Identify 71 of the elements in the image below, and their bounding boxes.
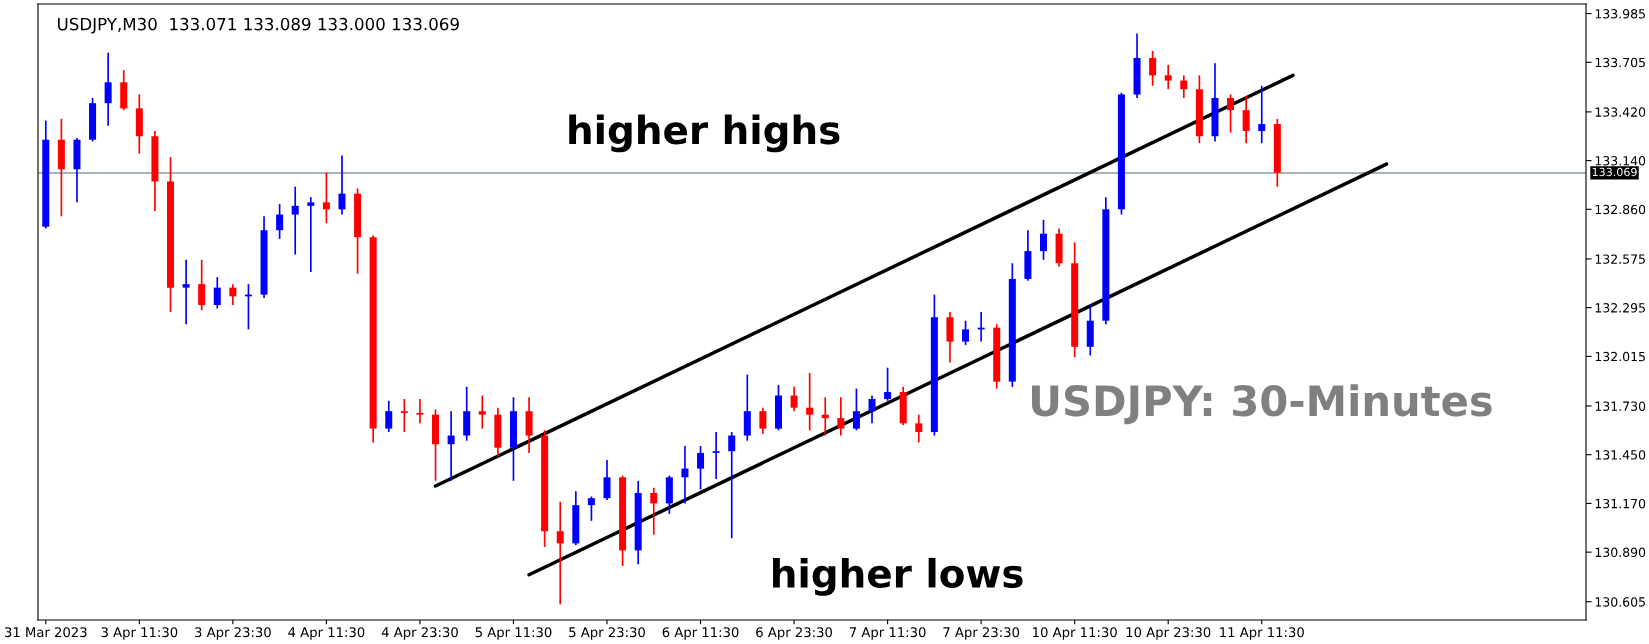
candlestick	[962, 319, 970, 346]
candlestick	[322, 171, 330, 225]
y-tick-label: 132.295	[1595, 303, 1645, 313]
candlestick	[790, 385, 798, 413]
candlestick	[915, 413, 923, 444]
y-tick-label: 130.605	[1595, 597, 1645, 607]
candlestick	[728, 431, 736, 540]
candlestick	[603, 459, 611, 501]
candlestick	[276, 203, 284, 240]
y-tick-label: 131.450	[1595, 450, 1646, 460]
x-tick-label: 31 Mar 2023	[4, 627, 87, 638]
x-tick-label: 4 Apr 11:30	[288, 627, 365, 640]
x-tick-label: 6 Apr 11:30	[662, 627, 739, 640]
candlestick	[681, 445, 689, 505]
candlestick	[697, 445, 705, 491]
candlestick	[385, 399, 393, 433]
candlestick	[868, 394, 876, 425]
candlestick	[416, 398, 424, 425]
candlestick	[104, 51, 112, 127]
x-tick-label: 7 Apr 23:30	[943, 627, 1020, 640]
candlestick	[338, 154, 346, 216]
candlestick	[1039, 218, 1048, 261]
candlestick	[837, 396, 845, 437]
x-tick-label: 5 Apr 11:30	[475, 627, 552, 640]
y-tick-label: 132.015	[1595, 351, 1645, 362]
annotation: USDJPY: 30-Minutes	[1032, 384, 1492, 425]
candlestick	[884, 366, 892, 402]
candlestick	[759, 406, 767, 435]
candlestick	[1149, 50, 1157, 87]
candlestick	[1227, 93, 1235, 134]
x-tick-label: 11 Apr 11:30	[1220, 627, 1304, 640]
y-tick-label: 133.985	[1595, 9, 1645, 19]
x-tick-label: 3 Apr 11:30	[101, 627, 178, 640]
y-tick-label: 132.860	[1595, 204, 1646, 215]
candlestick	[213, 276, 221, 310]
candlestick	[712, 431, 720, 480]
y-tick-label: 131.730	[1595, 401, 1646, 411]
candlestick	[229, 283, 237, 306]
candlestick	[650, 486, 658, 536]
annotation: higher lows	[773, 557, 1023, 596]
x-tick-label: 3 Apr 23:30	[195, 627, 271, 640]
annotation: higher highs	[569, 114, 840, 153]
candlestick	[587, 495, 595, 522]
candlestick	[1258, 84, 1266, 145]
candlestick	[1180, 74, 1188, 99]
x-tick-label: 7 Apr 11:30	[849, 627, 926, 640]
y-tick-label: 133.140	[1595, 156, 1646, 166]
annotation: USDJPY,M30 133.071 133.089 133.000 133.069	[58, 17, 459, 34]
candlestick	[556, 500, 564, 606]
candlestick	[400, 398, 408, 433]
candlestick	[198, 258, 206, 312]
x-tick-label: 4 Apr 23:30	[381, 627, 458, 640]
candlestick	[307, 196, 315, 273]
y-tick-label: 133.705	[1595, 57, 1645, 68]
candlestick	[1164, 64, 1172, 91]
candlestick	[806, 372, 814, 432]
candlestick	[1242, 95, 1250, 145]
x-tick-label: 10 Apr 11:30	[1033, 627, 1117, 640]
candlestick	[478, 394, 486, 430]
x-tick-label: 5 Apr 23:30	[569, 627, 645, 640]
candlestick	[447, 410, 455, 482]
y-tick-label: 133.420	[1595, 107, 1646, 117]
y-tick-label: 130.890	[1595, 547, 1646, 558]
candlestick	[182, 258, 190, 326]
x-tick-label: 10 Apr 23:30	[1126, 627, 1211, 640]
ref-line-label: 133.069	[1592, 167, 1637, 177]
x-tick-label: 6 Apr 23:30	[756, 627, 833, 640]
y-tick-label: 132.575	[1595, 254, 1645, 264]
y-tick-label: 131.170	[1595, 498, 1646, 509]
candlestick	[291, 185, 299, 256]
candlestick	[852, 387, 860, 432]
